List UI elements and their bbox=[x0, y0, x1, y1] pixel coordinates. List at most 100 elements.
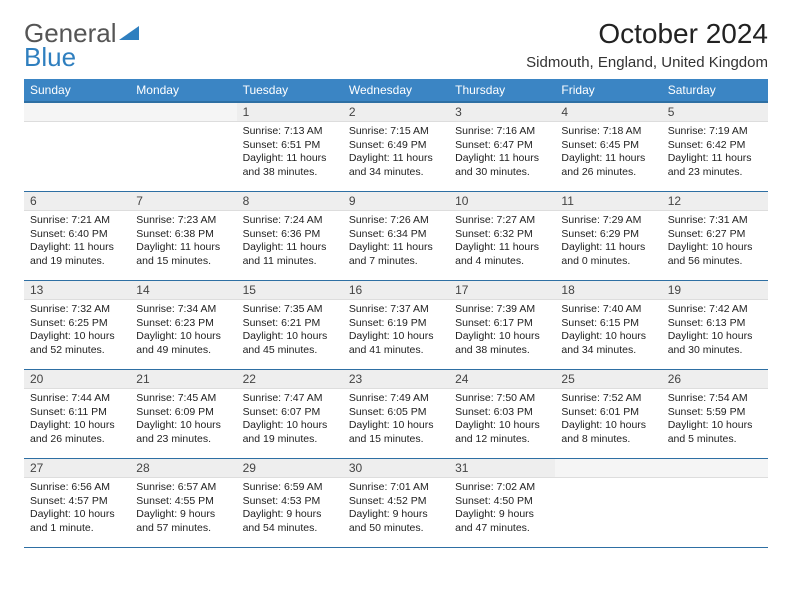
day-detail: Sunrise: 7:37 AMSunset: 6:19 PMDaylight:… bbox=[343, 300, 449, 361]
day-detail bbox=[555, 478, 661, 484]
sunset-text: Sunset: 6:42 PM bbox=[668, 139, 762, 153]
daylight-text: Daylight: 9 hours and 57 minutes. bbox=[136, 508, 230, 535]
sunrise-text: Sunrise: 7:29 AM bbox=[561, 214, 655, 228]
sunrise-text: Sunrise: 7:50 AM bbox=[455, 392, 549, 406]
sunset-text: Sunset: 5:59 PM bbox=[668, 406, 762, 420]
sunrise-text: Sunrise: 7:16 AM bbox=[455, 125, 549, 139]
sunset-text: Sunset: 6:09 PM bbox=[136, 406, 230, 420]
day-cell: 27Sunrise: 6:56 AMSunset: 4:57 PMDayligh… bbox=[24, 459, 130, 548]
sunset-text: Sunset: 6:45 PM bbox=[561, 139, 655, 153]
sunset-text: Sunset: 6:03 PM bbox=[455, 406, 549, 420]
week-row: 1Sunrise: 7:13 AMSunset: 6:51 PMDaylight… bbox=[24, 102, 768, 192]
daylight-text: Daylight: 11 hours and 34 minutes. bbox=[349, 152, 443, 179]
week-row: 13Sunrise: 7:32 AMSunset: 6:25 PMDayligh… bbox=[24, 281, 768, 370]
day-cell: 5Sunrise: 7:19 AMSunset: 6:42 PMDaylight… bbox=[662, 102, 768, 192]
daylight-text: Daylight: 10 hours and 41 minutes. bbox=[349, 330, 443, 357]
day-detail: Sunrise: 7:16 AMSunset: 6:47 PMDaylight:… bbox=[449, 122, 555, 183]
day-detail: Sunrise: 7:24 AMSunset: 6:36 PMDaylight:… bbox=[237, 211, 343, 272]
day-number: 14 bbox=[130, 281, 236, 300]
day-number: 5 bbox=[662, 103, 768, 122]
logo-triangle-icon bbox=[119, 24, 139, 44]
sunrise-text: Sunrise: 7:02 AM bbox=[455, 481, 549, 495]
sunrise-text: Sunrise: 7:39 AM bbox=[455, 303, 549, 317]
sunset-text: Sunset: 6:01 PM bbox=[561, 406, 655, 420]
day-number: 17 bbox=[449, 281, 555, 300]
daylight-text: Daylight: 10 hours and 56 minutes. bbox=[668, 241, 762, 268]
day-cell bbox=[130, 102, 236, 192]
sunset-text: Sunset: 6:17 PM bbox=[455, 317, 549, 331]
day-cell: 1Sunrise: 7:13 AMSunset: 6:51 PMDaylight… bbox=[237, 102, 343, 192]
day-cell bbox=[24, 102, 130, 192]
day-detail: Sunrise: 7:40 AMSunset: 6:15 PMDaylight:… bbox=[555, 300, 661, 361]
sunrise-text: Sunrise: 6:57 AM bbox=[136, 481, 230, 495]
day-detail: Sunrise: 7:32 AMSunset: 6:25 PMDaylight:… bbox=[24, 300, 130, 361]
header: General October 2024 Sidmouth, England, … bbox=[24, 18, 768, 71]
day-detail: Sunrise: 7:18 AMSunset: 6:45 PMDaylight:… bbox=[555, 122, 661, 183]
sunset-text: Sunset: 6:29 PM bbox=[561, 228, 655, 242]
sunrise-text: Sunrise: 7:35 AM bbox=[243, 303, 337, 317]
day-cell: 15Sunrise: 7:35 AMSunset: 6:21 PMDayligh… bbox=[237, 281, 343, 370]
sunrise-text: Sunrise: 7:24 AM bbox=[243, 214, 337, 228]
day-cell: 29Sunrise: 6:59 AMSunset: 4:53 PMDayligh… bbox=[237, 459, 343, 548]
day-detail: Sunrise: 7:31 AMSunset: 6:27 PMDaylight:… bbox=[662, 211, 768, 272]
daylight-text: Daylight: 10 hours and 19 minutes. bbox=[243, 419, 337, 446]
day-detail: Sunrise: 6:59 AMSunset: 4:53 PMDaylight:… bbox=[237, 478, 343, 539]
day-detail: Sunrise: 7:02 AMSunset: 4:50 PMDaylight:… bbox=[449, 478, 555, 539]
sunset-text: Sunset: 6:23 PM bbox=[136, 317, 230, 331]
weekday-header: Saturday bbox=[662, 79, 768, 102]
sunset-text: Sunset: 6:13 PM bbox=[668, 317, 762, 331]
sunset-text: Sunset: 6:19 PM bbox=[349, 317, 443, 331]
day-number: 29 bbox=[237, 459, 343, 478]
day-number: 8 bbox=[237, 192, 343, 211]
day-detail bbox=[24, 122, 130, 128]
week-row: 27Sunrise: 6:56 AMSunset: 4:57 PMDayligh… bbox=[24, 459, 768, 548]
day-detail: Sunrise: 7:44 AMSunset: 6:11 PMDaylight:… bbox=[24, 389, 130, 450]
weekday-header: Sunday bbox=[24, 79, 130, 102]
sunrise-text: Sunrise: 7:23 AM bbox=[136, 214, 230, 228]
daylight-text: Daylight: 10 hours and 23 minutes. bbox=[136, 419, 230, 446]
sunset-text: Sunset: 6:51 PM bbox=[243, 139, 337, 153]
location: Sidmouth, England, United Kingdom bbox=[526, 54, 768, 71]
day-number: 3 bbox=[449, 103, 555, 122]
day-cell: 4Sunrise: 7:18 AMSunset: 6:45 PMDaylight… bbox=[555, 102, 661, 192]
day-cell: 7Sunrise: 7:23 AMSunset: 6:38 PMDaylight… bbox=[130, 192, 236, 281]
daylight-text: Daylight: 10 hours and 26 minutes. bbox=[30, 419, 124, 446]
sunset-text: Sunset: 6:15 PM bbox=[561, 317, 655, 331]
day-detail: Sunrise: 7:47 AMSunset: 6:07 PMDaylight:… bbox=[237, 389, 343, 450]
sunset-text: Sunset: 4:55 PM bbox=[136, 495, 230, 509]
sunrise-text: Sunrise: 7:45 AM bbox=[136, 392, 230, 406]
daylight-text: Daylight: 10 hours and 5 minutes. bbox=[668, 419, 762, 446]
day-number: 19 bbox=[662, 281, 768, 300]
day-number: 22 bbox=[237, 370, 343, 389]
day-detail: Sunrise: 7:29 AMSunset: 6:29 PMDaylight:… bbox=[555, 211, 661, 272]
day-cell: 11Sunrise: 7:29 AMSunset: 6:29 PMDayligh… bbox=[555, 192, 661, 281]
day-detail: Sunrise: 7:26 AMSunset: 6:34 PMDaylight:… bbox=[343, 211, 449, 272]
day-detail: Sunrise: 7:49 AMSunset: 6:05 PMDaylight:… bbox=[343, 389, 449, 450]
daylight-text: Daylight: 10 hours and 1 minute. bbox=[30, 508, 124, 535]
day-number: 25 bbox=[555, 370, 661, 389]
day-detail: Sunrise: 7:42 AMSunset: 6:13 PMDaylight:… bbox=[662, 300, 768, 361]
day-cell: 20Sunrise: 7:44 AMSunset: 6:11 PMDayligh… bbox=[24, 370, 130, 459]
day-detail: Sunrise: 7:27 AMSunset: 6:32 PMDaylight:… bbox=[449, 211, 555, 272]
sunset-text: Sunset: 6:49 PM bbox=[349, 139, 443, 153]
weekday-header: Thursday bbox=[449, 79, 555, 102]
day-number: 23 bbox=[343, 370, 449, 389]
day-detail: Sunrise: 7:39 AMSunset: 6:17 PMDaylight:… bbox=[449, 300, 555, 361]
weekday-header: Monday bbox=[130, 79, 236, 102]
daylight-text: Daylight: 10 hours and 15 minutes. bbox=[349, 419, 443, 446]
day-number: 2 bbox=[343, 103, 449, 122]
sunrise-text: Sunrise: 7:32 AM bbox=[30, 303, 124, 317]
sunrise-text: Sunrise: 7:19 AM bbox=[668, 125, 762, 139]
day-detail: Sunrise: 6:57 AMSunset: 4:55 PMDaylight:… bbox=[130, 478, 236, 539]
day-cell: 17Sunrise: 7:39 AMSunset: 6:17 PMDayligh… bbox=[449, 281, 555, 370]
day-cell: 24Sunrise: 7:50 AMSunset: 6:03 PMDayligh… bbox=[449, 370, 555, 459]
month-title: October 2024 bbox=[526, 18, 768, 50]
day-cell: 21Sunrise: 7:45 AMSunset: 6:09 PMDayligh… bbox=[130, 370, 236, 459]
day-cell: 31Sunrise: 7:02 AMSunset: 4:50 PMDayligh… bbox=[449, 459, 555, 548]
day-cell: 23Sunrise: 7:49 AMSunset: 6:05 PMDayligh… bbox=[343, 370, 449, 459]
sunset-text: Sunset: 6:40 PM bbox=[30, 228, 124, 242]
daylight-text: Daylight: 10 hours and 38 minutes. bbox=[455, 330, 549, 357]
daylight-text: Daylight: 11 hours and 0 minutes. bbox=[561, 241, 655, 268]
day-number: 11 bbox=[555, 192, 661, 211]
day-number: 18 bbox=[555, 281, 661, 300]
